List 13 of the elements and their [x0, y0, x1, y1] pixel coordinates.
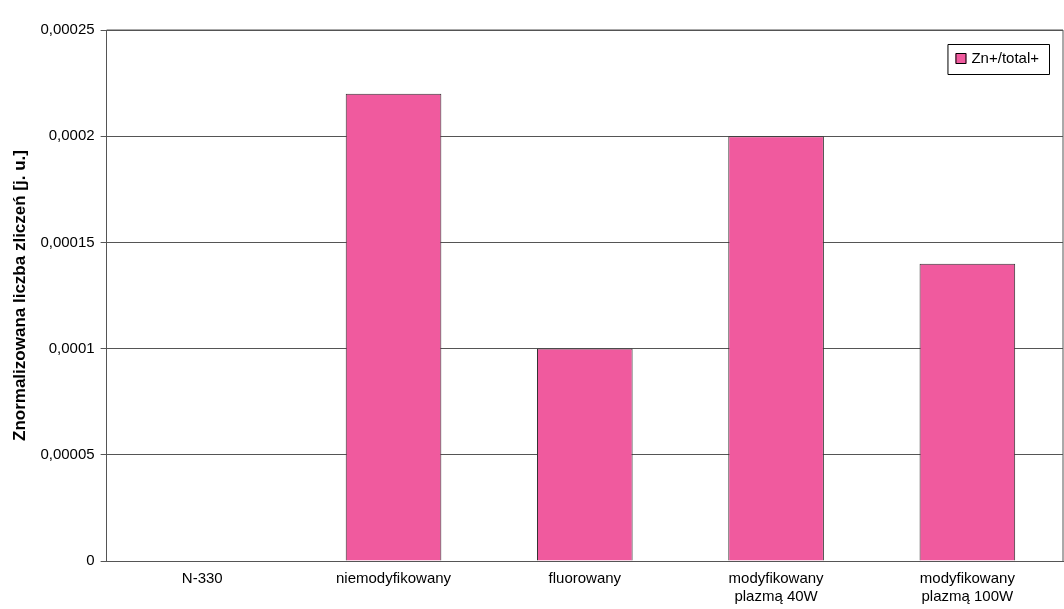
x-tick-label: modyfikowany plazmą 40W — [728, 569, 825, 605]
y-tick-label: 0 — [86, 551, 95, 569]
x-tick-label: niemodyfikowany — [336, 569, 452, 587]
legend-label: Zn+/total+ — [971, 49, 1040, 67]
y-tick-label: 0,0001 — [48, 338, 95, 356]
x-tick-label: modyfikowany plazmą 100W — [919, 569, 1016, 605]
y-tick-label: 0,0002 — [48, 126, 95, 144]
x-tick-label: N-330 — [181, 569, 223, 587]
y-tick-label: 0,00015 — [40, 232, 95, 250]
x-tick-label: fluorowany — [548, 569, 622, 587]
y-tick-label: 0,00005 — [40, 444, 95, 462]
y-tick-label: 0,00025 — [40, 20, 95, 38]
y-axis-title: Znormalizowana liczba zliczeń [j. u.] — [9, 150, 29, 441]
